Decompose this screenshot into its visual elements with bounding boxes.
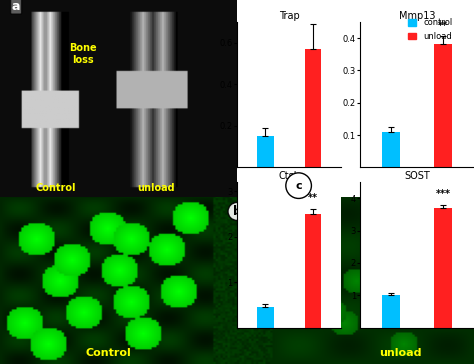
Bar: [434, 44, 452, 167]
Text: **: **: [308, 194, 318, 203]
Bar: [304, 49, 321, 167]
Circle shape: [286, 173, 311, 198]
Text: ***: ***: [436, 190, 450, 199]
Text: Control: Control: [85, 348, 131, 357]
Text: b: b: [233, 205, 241, 218]
Bar: [246, 264, 303, 322]
Title: SOST: SOST: [404, 171, 430, 181]
Title: Trap: Trap: [279, 11, 300, 21]
Bar: [304, 214, 321, 328]
Text: c: c: [295, 181, 302, 191]
Text: Control: Control: [36, 183, 76, 193]
Text: Bone
loss: Bone loss: [69, 43, 97, 65]
Text: unload: unload: [137, 183, 175, 193]
Title: Mmp13: Mmp13: [399, 11, 436, 21]
Bar: [382, 295, 401, 328]
Title: Ctsk: Ctsk: [278, 171, 300, 181]
Text: unload: unload: [379, 348, 422, 357]
Bar: [257, 136, 273, 167]
Bar: [434, 208, 452, 328]
Legend: control, unload: control, unload: [405, 15, 456, 44]
Text: **: **: [438, 21, 448, 31]
Bar: [257, 307, 273, 328]
Bar: [382, 132, 401, 167]
Text: a: a: [12, 0, 20, 13]
